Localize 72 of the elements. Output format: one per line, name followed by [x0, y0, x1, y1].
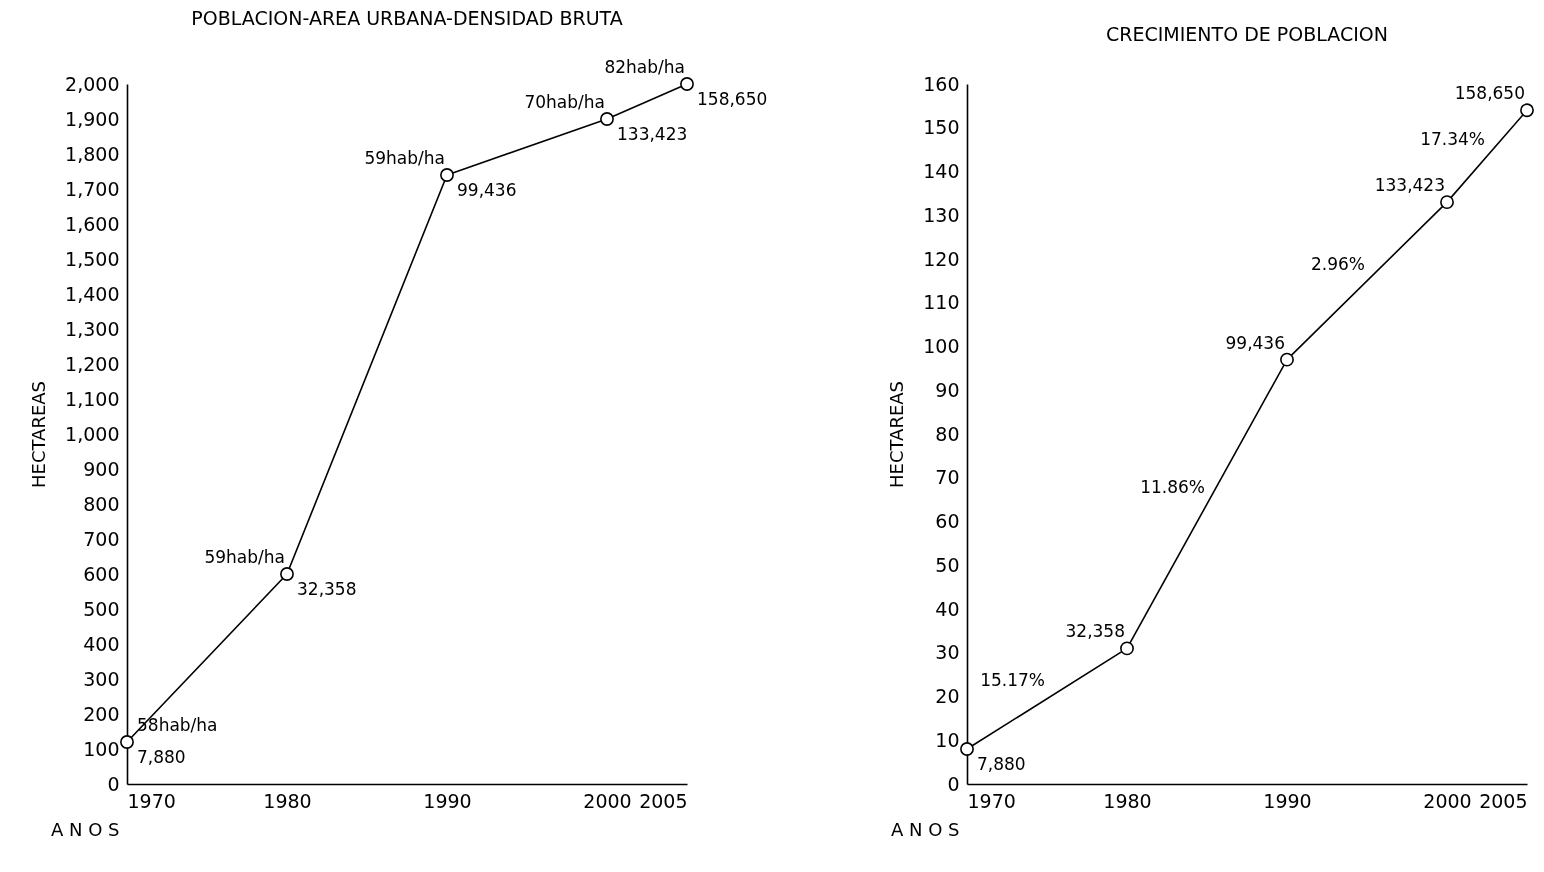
x-tick-label: 2000	[583, 789, 632, 812]
x-tick-label: 1970	[127, 789, 176, 812]
annotation: 7,880	[137, 747, 186, 767]
annotation: 99,436	[1225, 332, 1285, 353]
y-tick-label: 1,300	[65, 317, 120, 340]
x-tick-label: 1980	[1103, 789, 1152, 812]
x-axis-title: A N O S	[890, 818, 960, 840]
y-tick-label: 150	[923, 116, 960, 139]
y-tick-label: 40	[935, 597, 960, 620]
y-tick-label: 30	[935, 641, 960, 664]
y-axis-title: HECTAREAS	[886, 380, 908, 489]
y-tick-label: 0	[107, 772, 120, 795]
y-tick-label: 800	[83, 492, 120, 515]
x-tick-label: 2005	[1479, 789, 1528, 812]
y-tick-label: 80	[935, 422, 960, 445]
y-tick-label: 1,800	[65, 142, 120, 165]
annotation: 82hab/ha	[604, 57, 685, 77]
annotation: 70hab/ha	[524, 92, 605, 112]
x-tick-label: 1980	[263, 789, 312, 812]
x-tick-label: 1970	[967, 789, 1016, 812]
y-tick-label: 300	[83, 667, 120, 690]
annotation: 17.34%	[1420, 129, 1485, 150]
annotation: 99,436	[457, 180, 517, 200]
y-axis-title: HECTAREAS	[28, 380, 50, 489]
y-tick-label: 700	[83, 527, 120, 550]
annotation: 15.17%	[980, 669, 1045, 690]
y-tick-label: 200	[83, 702, 120, 725]
y-tick-label: 1,200	[65, 352, 120, 375]
annotation: 59hab/ha	[204, 547, 285, 567]
y-tick-label: 20	[935, 685, 960, 707]
y-tick-label: 900	[83, 457, 120, 480]
annotation: 133,423	[1374, 175, 1445, 196]
y-tick-label: 140	[923, 160, 960, 182]
y-tick-label: 100	[923, 335, 960, 357]
x-tick-label: 2000	[1423, 789, 1472, 812]
y-tick-label: 0	[947, 772, 960, 795]
y-tick-label: 160	[923, 72, 960, 95]
y-tick-label: 1,900	[65, 107, 120, 130]
annotation: 11.86%	[1140, 477, 1205, 497]
annotation: 133,423	[617, 124, 688, 144]
annotation: 2.96%	[1310, 253, 1365, 274]
y-tick-label: 500	[83, 597, 120, 620]
y-tick-label: 1,500	[65, 247, 120, 270]
annotation: 32,358	[297, 579, 357, 599]
y-tick-label: 1,400	[65, 282, 120, 305]
y-tick-label: 120	[923, 247, 960, 270]
y-tick-label: 10	[935, 728, 960, 751]
y-tick-label: 1,000	[65, 422, 120, 445]
y-tick-label: 600	[83, 562, 120, 585]
y-tick-label: 1,100	[65, 387, 120, 410]
y-tick-label: 1,600	[65, 212, 120, 235]
y-tick-label: 100	[83, 737, 120, 760]
x-tick-label: 1990	[1263, 789, 1312, 812]
chart-title: CRECIMIENTO DE POBLACION	[1105, 23, 1389, 45]
y-tick-label: 90	[935, 378, 960, 401]
annotation: 59hab/ha	[364, 148, 445, 168]
x-axis-title: A N O S	[50, 818, 120, 840]
annotation: 158,650	[697, 89, 768, 109]
y-tick-label: 60	[935, 510, 960, 532]
x-tick-label: 2005	[639, 789, 688, 812]
annotation: 7,880	[977, 754, 1026, 774]
y-tick-label: 130	[923, 203, 960, 226]
y-tick-label: 400	[83, 632, 120, 655]
x-tick-label: 1990	[423, 789, 472, 812]
annotation: 32,358	[1065, 621, 1125, 642]
y-tick-label: 1,700	[65, 177, 120, 200]
y-tick-label: 50	[935, 553, 960, 576]
chart-title: POBLACION-AREA URBANA-DENSIDAD BRUTA	[191, 7, 623, 29]
y-tick-label: 110	[923, 291, 960, 314]
y-tick-label: 70	[935, 466, 960, 489]
annotation: 158,650	[1454, 83, 1525, 104]
y-tick-label: 2,000	[65, 72, 120, 95]
